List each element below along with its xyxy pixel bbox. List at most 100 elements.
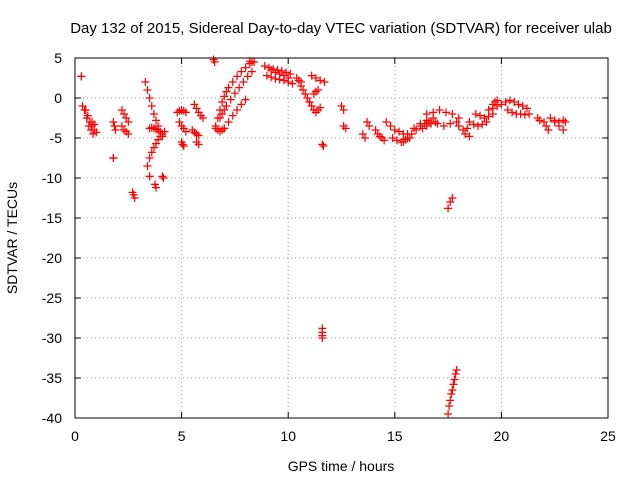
y-tick-label: -20	[42, 250, 62, 266]
data-point	[469, 120, 478, 129]
data-point	[143, 162, 152, 170]
data-point	[152, 183, 161, 192]
data-point	[307, 71, 316, 80]
data-point	[111, 126, 120, 134]
y-tick-label: -5	[50, 130, 63, 146]
data-point	[152, 116, 161, 125]
data-point	[220, 124, 229, 133]
data-point	[194, 140, 203, 149]
data-point	[505, 96, 514, 105]
y-tick-label: 0	[54, 90, 62, 106]
data-point	[447, 390, 456, 398]
data-point	[441, 108, 450, 117]
data-point	[544, 126, 553, 134]
data-point	[520, 110, 529, 119]
data-points	[77, 55, 570, 418]
y-tick-label: -10	[42, 170, 62, 186]
data-point	[550, 116, 559, 125]
data-point	[392, 136, 401, 145]
data-point	[452, 366, 461, 374]
y-tick-label: -35	[42, 370, 62, 386]
x-axis-title: GPS time / hours	[288, 458, 395, 474]
data-point	[431, 118, 440, 126]
y-tick-label: -30	[42, 330, 62, 346]
x-tick-label: 25	[600, 428, 616, 444]
data-point	[311, 74, 320, 82]
data-point	[222, 102, 231, 110]
data-point	[218, 98, 227, 106]
data-point	[178, 140, 187, 149]
data-point	[241, 95, 250, 104]
chart-title: Day 132 of 2015, Sidereal Day-to-day VTE…	[70, 20, 612, 37]
data-point	[546, 114, 555, 122]
data-point	[427, 119, 436, 128]
data-point	[450, 375, 459, 384]
x-tick-label: 20	[494, 428, 510, 444]
data-point	[224, 83, 233, 92]
data-point	[465, 132, 474, 141]
data-point	[247, 67, 256, 76]
data-point	[416, 119, 425, 128]
data-point	[158, 172, 167, 181]
data-point	[501, 98, 510, 106]
data-point	[198, 114, 207, 122]
data-point	[275, 70, 284, 78]
data-point	[341, 124, 350, 133]
data-point	[210, 58, 219, 66]
data-point	[439, 122, 448, 130]
data-point	[318, 334, 327, 342]
data-point	[109, 154, 118, 162]
data-point	[435, 106, 444, 114]
data-point	[510, 98, 519, 106]
data-point	[365, 122, 374, 130]
data-point	[145, 154, 154, 162]
data-point	[473, 122, 482, 130]
data-point	[314, 86, 323, 94]
data-point	[339, 106, 348, 114]
data-point	[250, 58, 259, 66]
data-point	[124, 118, 133, 126]
data-point	[228, 78, 237, 86]
data-point	[516, 110, 525, 118]
data-point	[380, 136, 389, 145]
data-point	[82, 114, 91, 122]
data-point	[226, 95, 235, 104]
data-point	[147, 102, 156, 110]
y-tick-label: -15	[42, 210, 62, 226]
data-point	[288, 79, 297, 88]
data-point	[390, 126, 399, 134]
data-point	[149, 110, 158, 118]
data-point	[220, 92, 229, 101]
y-tick-label: 5	[54, 50, 62, 66]
x-tick-labels: 0 5 10 15 20 25	[71, 428, 616, 444]
plot-frame	[74, 57, 609, 419]
data-point	[465, 118, 474, 126]
data-point	[179, 142, 188, 150]
data-point	[445, 402, 454, 410]
data-point	[271, 68, 280, 77]
data-point	[418, 124, 427, 133]
data-point	[230, 89, 239, 98]
y-axis-title: SDTVAR / TECUs	[4, 182, 20, 294]
data-point	[320, 78, 329, 86]
data-point	[497, 100, 506, 109]
data-point	[141, 78, 150, 86]
data-point	[284, 74, 293, 82]
data-point	[154, 126, 163, 134]
data-point	[267, 73, 276, 82]
data-point	[124, 130, 133, 138]
data-point	[145, 94, 154, 102]
data-point	[386, 122, 395, 130]
data-point	[316, 76, 325, 85]
data-point	[235, 83, 244, 92]
data-point	[403, 130, 412, 138]
data-point	[493, 96, 502, 105]
data-point	[224, 118, 233, 126]
y-tick-label: -25	[42, 290, 62, 306]
data-point	[318, 140, 327, 149]
data-point	[143, 86, 152, 94]
data-point	[449, 380, 458, 389]
data-point	[228, 111, 237, 120]
